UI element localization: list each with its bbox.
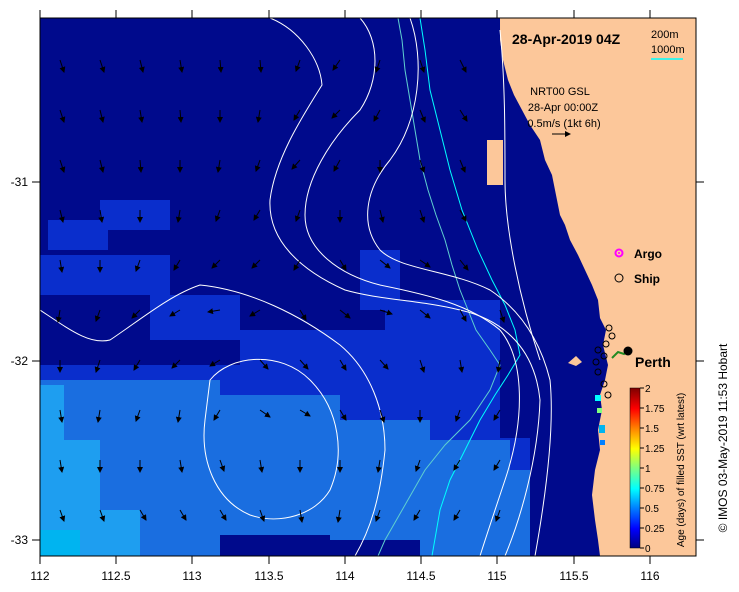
- map-title: 28-Apr-2019 04Z: [512, 31, 621, 47]
- x-tick-label: 113: [182, 569, 201, 583]
- current-source: NRT00 GSL: [530, 86, 590, 98]
- x-tick-label: 112.5: [101, 569, 130, 583]
- ship-label: Ship: [634, 272, 660, 286]
- x-tick-label: 116: [640, 569, 659, 583]
- x-axis-labels: 112 112.5 113 113.5 114 114.5 115 115.5 …: [30, 569, 659, 583]
- x-tick-label: 115: [487, 569, 506, 583]
- colorbar-tick: 0: [645, 544, 651, 555]
- bathymetry-1000m: [377, 18, 501, 556]
- y-tick-label: -32: [11, 354, 29, 368]
- argo-marker: [614, 248, 624, 258]
- contour-label-1000m: 1000m: [651, 44, 685, 56]
- colorbar-tick: 1: [645, 464, 651, 475]
- perth-label: Perth: [635, 354, 671, 370]
- land-mass: [500, 18, 696, 556]
- sst-age-edge: [40, 530, 80, 556]
- colorbar-tick: 1.5: [645, 424, 659, 435]
- y-axis-labels: -31 -32 -33: [11, 175, 29, 547]
- x-tick-label: 113.5: [254, 569, 283, 583]
- x-tick-label: 115.5: [559, 569, 588, 583]
- y-tick-label: -31: [11, 175, 29, 189]
- colorbar-gradient: [629, 387, 641, 549]
- x-tick-label: 114.5: [406, 569, 435, 583]
- current-scale: 0.5m/s (1kt 6h): [527, 118, 600, 130]
- coastal-pixels: [595, 395, 605, 445]
- contour-label-200m: 200m: [651, 29, 679, 41]
- axis-tick-marks: [32, 10, 704, 564]
- colorbar-tick: 1.75: [645, 404, 665, 415]
- ship-marker: [614, 273, 624, 283]
- argo-label: Argo: [634, 247, 662, 261]
- colorbar-tick: 0.25: [645, 524, 665, 535]
- ssh-contours: [40, 18, 552, 556]
- island-rottnest: [568, 356, 582, 366]
- credit-text: © IMOS 03-May-2019 11:53 Hobart: [716, 343, 730, 532]
- colorbar-title: Age (days) of filled SST (wrt latest): [676, 393, 687, 547]
- land-inlet: [487, 140, 503, 185]
- colorbar: 2 1.75 1.5 1.25 1 0.75 0.5 0.25 0 Age (d…: [629, 384, 687, 555]
- current-vectors: [55, 59, 506, 523]
- perth-marker: [623, 346, 633, 356]
- colorbar-tick: 0.75: [645, 484, 665, 495]
- colorbar-tick: 2: [645, 384, 651, 395]
- bathymetry-200m: [419, 18, 521, 556]
- plot-frame: [39, 17, 697, 557]
- x-tick-label: 112: [30, 569, 49, 583]
- y-tick-label: -33: [11, 533, 29, 547]
- ship-track: [592, 324, 616, 399]
- colorbar-tick: 1.25: [645, 444, 665, 455]
- colorbar-tick: 0.5: [645, 504, 659, 515]
- x-tick-label: 114: [335, 569, 354, 583]
- current-time: 28-Apr 00:00Z: [528, 102, 599, 114]
